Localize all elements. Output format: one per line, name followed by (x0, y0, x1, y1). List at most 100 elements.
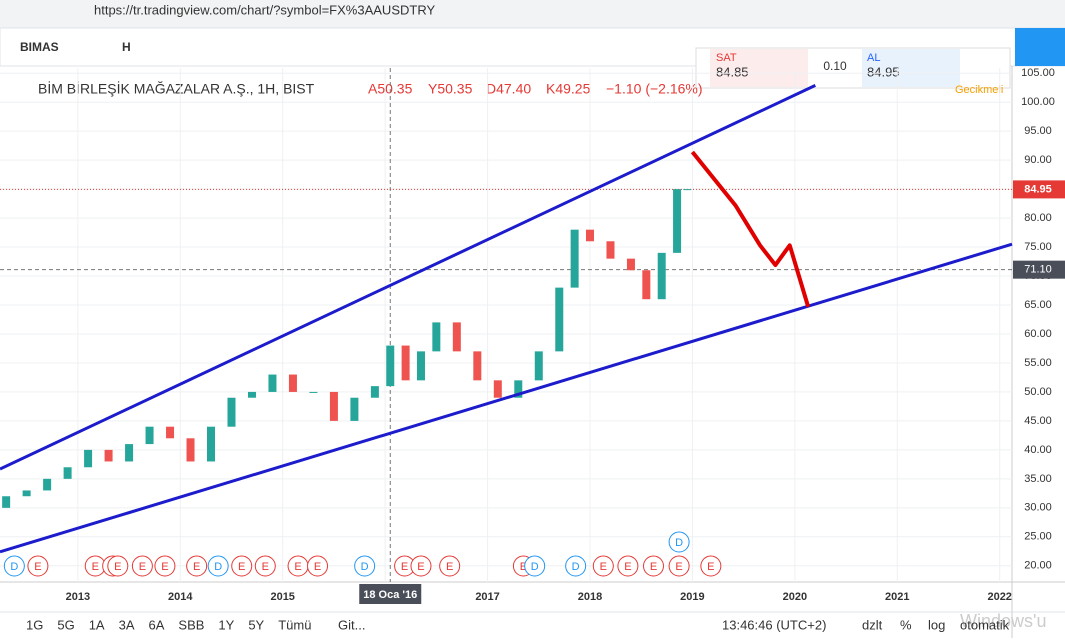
crosshair-time-tag (359, 584, 422, 604)
event-marker[interactable] (565, 555, 587, 577)
candle (288, 374, 297, 392)
event-label: E (294, 561, 301, 573)
event-label: D (675, 537, 683, 549)
legend-change: −1.10 (−2.16%) (606, 81, 703, 97)
event-marker[interactable] (307, 555, 329, 577)
candle (2, 496, 11, 508)
event-label: E (401, 561, 408, 573)
candle (370, 386, 379, 398)
range-button[interactable]: Tümü (278, 617, 311, 632)
event-label: E (446, 561, 453, 573)
range-button[interactable]: 1A (89, 617, 105, 632)
event-marker[interactable] (617, 555, 639, 577)
event-label: D (361, 561, 369, 573)
candle (268, 374, 277, 392)
event-marker[interactable] (154, 555, 176, 577)
sell-box[interactable] (710, 49, 808, 87)
event-label: E (707, 561, 714, 573)
event-marker[interactable] (700, 555, 722, 577)
y-tick-label: 20.00 (1024, 560, 1052, 572)
candle (166, 426, 175, 439)
y-tick-label: 40.00 (1024, 444, 1052, 456)
crosshair-price-tag (1013, 260, 1065, 279)
y-tick-label: 100.00 (1021, 96, 1055, 108)
candle (606, 241, 615, 259)
delay-status: Gecikmeli (955, 84, 1003, 96)
axis-option[interactable]: otomatik (960, 617, 1010, 632)
event-label: D (10, 561, 18, 573)
candle (673, 189, 682, 253)
crosshair-price-label: 71.10 (1024, 264, 1052, 276)
range-button[interactable]: 6A (149, 617, 165, 632)
candle (247, 391, 256, 398)
event-label: E (92, 561, 99, 573)
event-marker[interactable] (254, 555, 276, 577)
event-marker[interactable] (3, 555, 25, 577)
y-tick-label: 35.00 (1024, 473, 1052, 485)
trend-line (0, 242, 1013, 554)
y-tick-label: 105.00 (1021, 67, 1055, 79)
y-tick-label: 60.00 (1024, 328, 1052, 340)
candle (432, 322, 441, 352)
y-tick-label: 50.00 (1024, 386, 1052, 398)
y-tick-label: 45.00 (1024, 415, 1052, 427)
candle (626, 258, 635, 271)
last-price-label: 84.95 (1024, 183, 1052, 195)
watermark: Windows'u (960, 611, 1046, 631)
candle (452, 322, 461, 352)
event-marker[interactable] (592, 555, 614, 577)
url[interactable]: https://tr.tradingview.com/chart/?symbol… (94, 2, 435, 17)
event-marker[interactable] (231, 555, 253, 577)
goto-button[interactable]: Git... (338, 617, 365, 632)
axis-option[interactable]: dzlt (862, 617, 883, 632)
event-label: E (650, 561, 657, 573)
event-marker[interactable] (642, 555, 664, 577)
buy-box[interactable] (862, 49, 960, 87)
sell-price: 84.85 (716, 64, 749, 79)
candle (473, 351, 482, 381)
event-marker[interactable] (668, 555, 690, 577)
event-marker[interactable] (439, 555, 461, 577)
candle (683, 189, 692, 191)
axis-option[interactable]: log (928, 617, 945, 632)
candle (642, 270, 651, 300)
event-marker[interactable] (410, 555, 432, 577)
range-button[interactable]: 1G (26, 617, 43, 632)
event-label: E (161, 561, 168, 573)
crosshair-time-label: 18 Oca '16 (363, 589, 417, 601)
y-tick-label: 30.00 (1024, 502, 1052, 514)
y-tick-label: 55.00 (1024, 357, 1052, 369)
event-marker[interactable] (668, 531, 690, 553)
event-marker[interactable] (354, 555, 376, 577)
spread: 0.10 (823, 59, 847, 73)
range-button[interactable]: SBB (178, 617, 204, 632)
event-label: E (520, 561, 527, 573)
x-tick-label: 2017 (475, 591, 499, 603)
x-tick-label: 2015 (270, 591, 294, 603)
range-button[interactable]: 5G (57, 617, 74, 632)
axis-option[interactable]: % (900, 617, 912, 632)
range-button[interactable]: 3A (119, 617, 135, 632)
candle (657, 252, 666, 300)
legend-open: A50.35 (368, 81, 413, 97)
y-tick-label: 90.00 (1024, 154, 1052, 166)
event-marker[interactable] (207, 555, 229, 577)
interval[interactable]: H (122, 40, 131, 54)
event-marker[interactable] (107, 555, 129, 577)
event-marker[interactable] (186, 555, 208, 577)
candle (534, 351, 543, 381)
event-label: E (314, 561, 321, 573)
range-button[interactable]: 5Y (248, 617, 264, 632)
event-marker[interactable] (27, 555, 49, 577)
symbol[interactable]: BIMAS (20, 40, 59, 54)
legend-name: BİM BİRLEŞİK MAĞAZALAR A.Ş., 1H, BIST (38, 80, 315, 97)
event-marker[interactable] (524, 555, 546, 577)
publish-button[interactable] (1015, 28, 1065, 66)
candle (186, 438, 195, 462)
trend-line (690, 150, 811, 308)
buy-label: AL (867, 52, 880, 64)
candle (125, 444, 134, 462)
range-button[interactable]: 1Y (218, 617, 234, 632)
event-marker[interactable] (131, 555, 153, 577)
